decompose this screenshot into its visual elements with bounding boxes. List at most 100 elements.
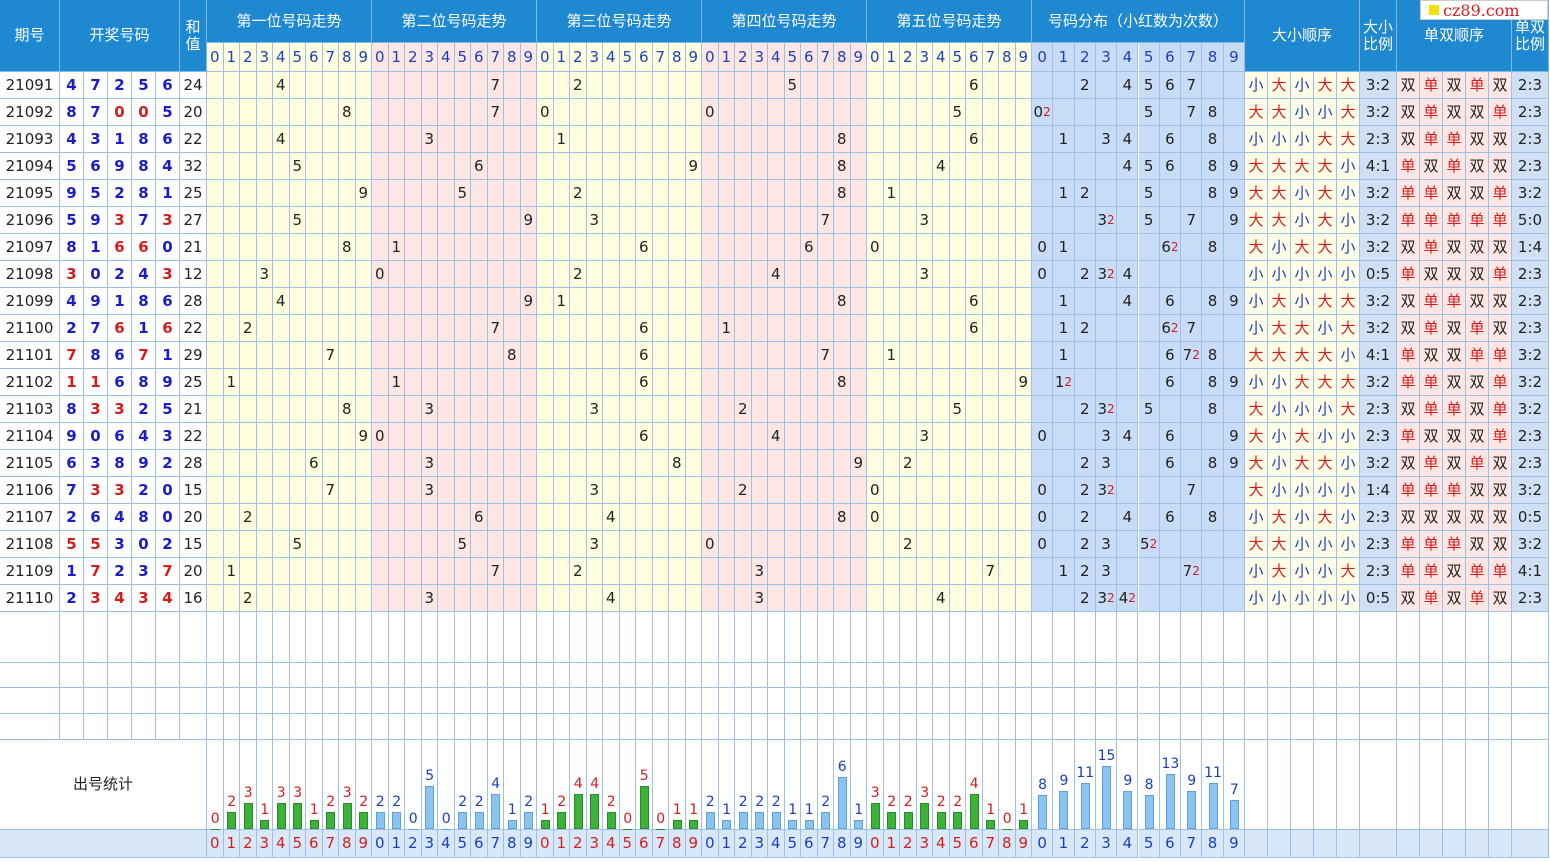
empty-cell xyxy=(132,612,156,663)
parity: 双 xyxy=(1466,423,1489,450)
draw-number: 1 xyxy=(156,342,180,369)
trend-cell xyxy=(322,369,339,396)
trend-cell xyxy=(801,396,818,423)
empty-cell xyxy=(718,688,735,714)
stats-cell xyxy=(768,740,785,830)
trend-cell xyxy=(289,423,306,450)
dist-cell xyxy=(1032,288,1054,315)
stat-label: 9 xyxy=(1059,773,1069,790)
dist-cell: 5 xyxy=(1138,207,1160,234)
stat-bar xyxy=(755,811,765,829)
trend-cell xyxy=(900,558,917,585)
draw-number: 6 xyxy=(156,288,180,315)
draw-number: 3 xyxy=(132,585,156,612)
parity: 单 xyxy=(1420,477,1443,504)
dist-digit: 0 xyxy=(1037,264,1047,283)
header-cell: 第二位号码走势 xyxy=(372,0,537,43)
trend-cell xyxy=(240,72,257,99)
empty-cell xyxy=(520,663,537,688)
trend-cell xyxy=(306,504,323,531)
trend-cell xyxy=(999,288,1016,315)
trend-cell xyxy=(784,207,801,234)
trend-cell xyxy=(372,531,389,558)
empty-cell xyxy=(1420,663,1443,688)
empty-cell xyxy=(372,688,389,714)
trend-cell xyxy=(751,126,768,153)
trend-cell xyxy=(289,450,306,477)
trend-cell xyxy=(883,207,900,234)
parity: 双 xyxy=(1443,342,1466,369)
footer-digit: 7 xyxy=(487,830,504,858)
size: 大 xyxy=(1291,153,1314,180)
trend-cell xyxy=(751,423,768,450)
trend-cell xyxy=(438,477,455,504)
trend-cell: 6 xyxy=(306,450,323,477)
parity: 双 xyxy=(1489,315,1512,342)
empty-cell xyxy=(207,612,224,663)
dist-cell xyxy=(1053,504,1075,531)
size: 大 xyxy=(1245,207,1268,234)
dist-cell xyxy=(1181,234,1203,261)
trend-cell xyxy=(1015,423,1032,450)
dist-cell: 2 xyxy=(1074,450,1096,477)
trend-cell xyxy=(520,99,537,126)
size: 大 xyxy=(1314,369,1337,396)
trend-cell xyxy=(1015,288,1032,315)
trend-cell xyxy=(421,153,438,180)
dist-cell xyxy=(1202,477,1224,504)
trend-cell xyxy=(339,369,356,396)
dist-digit: 5 xyxy=(1143,399,1154,418)
trend-cell xyxy=(339,558,356,585)
empty-cell xyxy=(933,714,950,740)
trend-cell xyxy=(520,369,537,396)
trend-cell xyxy=(207,153,224,180)
dist-cell: 2 xyxy=(1074,315,1096,342)
empty-cell xyxy=(702,612,719,663)
size-ratio: 2:3 xyxy=(1360,396,1397,423)
trend-cell: 2 xyxy=(240,585,257,612)
stat-bar xyxy=(540,820,550,829)
dist-count: 2 xyxy=(1043,104,1051,119)
empty-cell xyxy=(735,688,752,714)
empty-cell xyxy=(1420,714,1443,740)
trend-cell xyxy=(784,396,801,423)
size-ratio: 4:1 xyxy=(1360,153,1397,180)
trend-cell xyxy=(405,315,422,342)
trend-cell xyxy=(520,153,537,180)
trend-cell: 1 xyxy=(553,288,570,315)
dist-cell: 4 xyxy=(1117,504,1139,531)
trend-cell xyxy=(454,234,471,261)
dist-cell xyxy=(1074,126,1096,153)
size: 大 xyxy=(1268,504,1291,531)
dist-digit: 9 xyxy=(1229,426,1239,445)
dist-cell: 9 xyxy=(1223,450,1245,477)
trend-cell xyxy=(256,585,273,612)
dist-digit: 1 xyxy=(1058,183,1069,202)
draw-number: 1 xyxy=(84,369,108,396)
stat-label: 11 xyxy=(1076,764,1095,781)
trend-cell xyxy=(867,342,884,369)
empty-cell xyxy=(537,663,554,688)
trend-cell: 6 xyxy=(471,153,488,180)
stats-cell xyxy=(850,740,867,830)
stat-bar xyxy=(771,811,781,829)
size: 大 xyxy=(1337,396,1360,423)
trend-cell: 6 xyxy=(636,234,653,261)
stat-label: 3 xyxy=(276,784,286,801)
digit-header: 3 xyxy=(256,43,273,72)
trend-cell xyxy=(933,423,950,450)
trend-cell xyxy=(438,72,455,99)
size: 大 xyxy=(1314,288,1337,315)
trend-cell xyxy=(487,504,504,531)
draw-number: 2 xyxy=(156,450,180,477)
parity-ratio: 5:0 xyxy=(1512,207,1549,234)
footer-digit: 9 xyxy=(355,830,372,858)
trend-cell xyxy=(339,315,356,342)
empty-cell xyxy=(1015,612,1032,663)
trend-cell xyxy=(933,234,950,261)
trend-cell xyxy=(537,261,554,288)
trend-cell xyxy=(355,153,372,180)
empty-cell xyxy=(817,612,834,663)
